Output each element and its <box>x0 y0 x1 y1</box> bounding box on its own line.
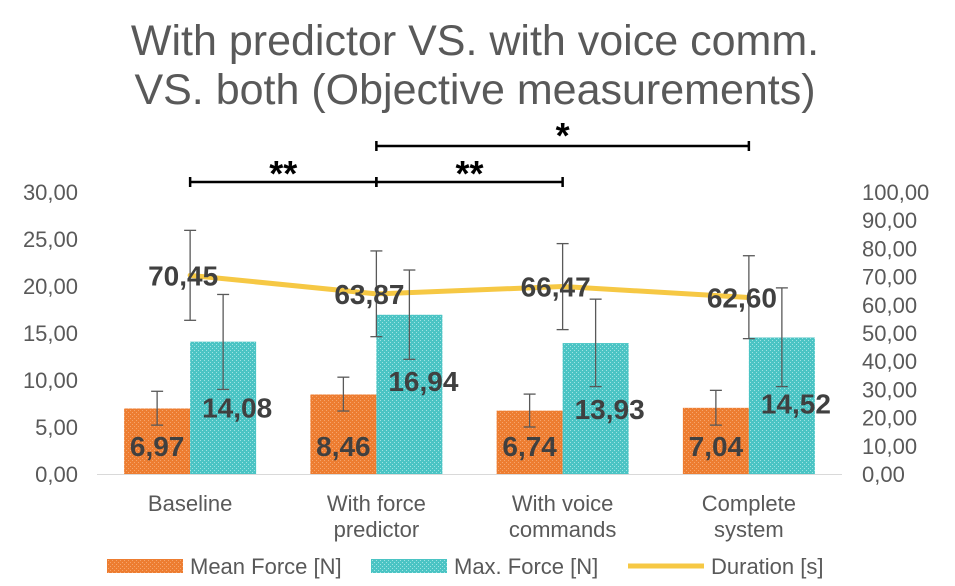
axes: 0,00 5,00 10,00 15,00 20,00 25,00 30,00 0,00 10,… <box>23 180 929 542</box>
y-right-tick-label: 50,00 <box>862 321 917 346</box>
data-labels: 6,97 8,46 6,74 7,04 14,08 16,94 13,93 14,52 70,4… <box>130 260 831 462</box>
y-right-tick-label: 40,00 <box>862 349 917 374</box>
significance-label: ** <box>455 153 483 194</box>
legend-swatch <box>371 559 447 573</box>
chart-title: With predictor VS. with voice comm. VS. … <box>131 17 819 114</box>
legend-label: Max. Force [N] <box>454 554 598 579</box>
x-category-label: With voice commands <box>509 491 617 542</box>
x-category-label: Baseline <box>148 491 232 516</box>
max-force-label: 16,94 <box>388 366 458 397</box>
x-category-label-line: Complete <box>702 491 796 516</box>
chart-title-line-2: VS. both (Objective measurements) <box>134 66 815 114</box>
y-right-tick-label: 10,00 <box>862 434 917 459</box>
duration-series <box>187 272 752 300</box>
y-right-tick-label: 100,00 <box>862 180 929 205</box>
mean-force-label: 6,74 <box>502 431 557 462</box>
y-right-tick-label: 70,00 <box>862 265 917 290</box>
x-category-label-line: With force <box>327 491 426 516</box>
duration-label: 70,45 <box>148 260 218 291</box>
max-force-label: 14,52 <box>761 389 831 420</box>
mean-force-label: 7,04 <box>689 431 744 462</box>
y-right-tick-label: 60,00 <box>862 293 917 318</box>
legend-swatch <box>107 559 183 573</box>
significance-label: * <box>556 115 570 156</box>
y-right-tick-label: 90,00 <box>862 208 917 233</box>
y-right-tick-label: 0,00 <box>862 462 905 487</box>
x-category-label-line: predictor <box>334 517 420 542</box>
y-left-tick-label: 5,00 <box>35 415 78 440</box>
y-left-tick-label: 0,00 <box>35 462 78 487</box>
duration-label: 63,87 <box>334 279 404 310</box>
x-category-label-line: system <box>714 517 784 542</box>
duration-line <box>187 272 752 300</box>
x-category-label-line: commands <box>509 517 617 542</box>
legend-label: Duration [s] <box>711 554 824 579</box>
x-category-label-line: With voice <box>512 491 613 516</box>
x-category-label-line: Baseline <box>148 491 232 516</box>
max-force-label: 13,93 <box>575 394 645 425</box>
duration-label: 62,60 <box>707 282 777 313</box>
y-left-tick-label: 10,00 <box>23 368 78 393</box>
y-left-tick-label: 20,00 <box>23 274 78 299</box>
y-left-tick-label: 30,00 <box>23 180 78 205</box>
x-category-label: With force predictor <box>327 491 426 542</box>
duration-label: 66,47 <box>521 272 591 303</box>
legend: Mean Force [N] Max. Force [N] Duration [s] <box>107 554 824 579</box>
max-force-label: 14,08 <box>202 393 272 424</box>
significance-label: ** <box>269 153 297 194</box>
y-left-tick-label: 15,00 <box>23 321 78 346</box>
y-right-tick-label: 30,00 <box>862 377 917 402</box>
chart-title-line-1: With predictor VS. with voice comm. <box>131 17 819 65</box>
x-category-label: Complete system <box>702 491 796 542</box>
bar-series <box>124 314 815 474</box>
mean-force-label: 8,46 <box>316 431 371 462</box>
mean-force-label: 6,97 <box>130 431 185 462</box>
y-left-tick-label: 25,00 <box>23 227 78 252</box>
y-right-tick-label: 20,00 <box>862 406 917 431</box>
error-bars <box>151 229 788 428</box>
legend-label: Mean Force [N] <box>190 554 342 579</box>
significance-brackets: ** *** <box>188 115 751 194</box>
y-right-tick-label: 80,00 <box>862 236 917 261</box>
